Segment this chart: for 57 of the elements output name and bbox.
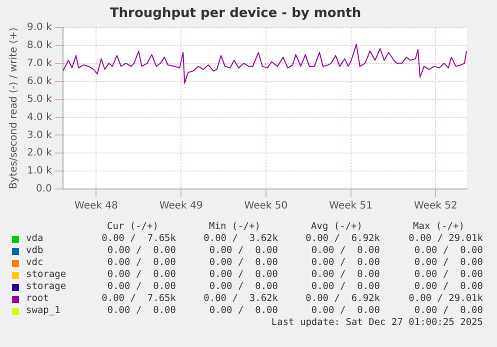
text: 0.00 / 0.00 [311,305,380,317]
text: 0.00 / 6.92k [306,293,380,305]
legend-label: storage [26,281,66,293]
text: Avg (-/+) [311,221,362,233]
text: 0.00 / 0.00 [414,305,483,317]
x-tick-label: Week 48 [74,200,118,212]
y-tick-label: 0.0 [36,184,52,195]
text: 0.00 / 0.00 [209,305,278,317]
legend-label: vda [26,233,44,245]
y-axis-title: Bytes/second read (-) / write (+) [8,27,20,190]
text: 0.00 / 0.00 [414,257,483,269]
text: 0.00 / 6.92k [306,233,380,245]
legend-label: vdc [26,257,44,269]
text: 0.00 / 0.00 [311,245,380,257]
text: 0.00 / 0.00 [107,269,176,281]
legend-label: vdb [26,245,44,257]
text: 0.00 / 0.00 [107,281,176,293]
text: 0.00 / 0.00 [209,281,278,293]
y-tick-label: 7.0 k [27,58,52,70]
x-tick-label: Week 51 [329,200,372,212]
text: 0.00 / 29.01k [408,293,483,305]
y-tick-label: 9.0 k [27,22,52,34]
y-tick-label: 3.0 k [27,130,52,141]
x-tick-label: Week 50 [244,200,288,212]
text: 0.00 / 0.00 [209,245,278,257]
legend-label: root [26,293,49,305]
chart-title: Throughput per device - by month [110,6,362,22]
y-tick-label: 5.0 k [27,94,52,105]
text: 0.00 / 0.00 [414,269,483,281]
text: 0.00 / 0.00 [209,269,278,281]
text: 0.00 / 0.00 [107,305,176,317]
text: 0.00 / 0.00 [209,257,278,269]
x-tick-label: Week 52 [414,200,458,212]
text: 0.00 / 3.62k [204,233,278,245]
text: 0.00 / 29.01k [408,233,483,245]
text: 0.00 / 7.65k [102,233,176,245]
legend-label: storage [26,269,66,281]
text: 0.00 / 7.65k [102,293,176,305]
text: 0.00 / 0.00 [311,257,380,269]
text: 0.00 / 0.00 [311,269,380,281]
text: Last update: Sat Dec 27 01:00:25 2025 [271,317,483,329]
y-tick-label: 8.0 k [27,40,52,52]
y-tick-label: 6.0 k [27,76,52,87]
text: 0.00 / 0.00 [311,281,380,293]
text: Min (-/+) [209,221,260,233]
text: 0.00 / 0.00 [107,245,176,257]
x-tick-label: Week 49 [159,200,203,212]
text: 0.00 / 0.00 [414,281,483,293]
text: Cur (-/+) [107,221,158,233]
text: 0.00 / 3.62k [204,293,278,305]
legend-label: swap_1 [26,305,60,317]
y-tick-label: 4.0 k [27,112,52,123]
text: Max (-/+) [413,221,464,233]
text: 0.00 / 0.00 [414,245,483,257]
y-tick-label: 1.0 k [27,166,52,177]
text: 0.00 / 0.00 [107,257,176,269]
y-tick-label: 2.0 k [27,148,52,159]
